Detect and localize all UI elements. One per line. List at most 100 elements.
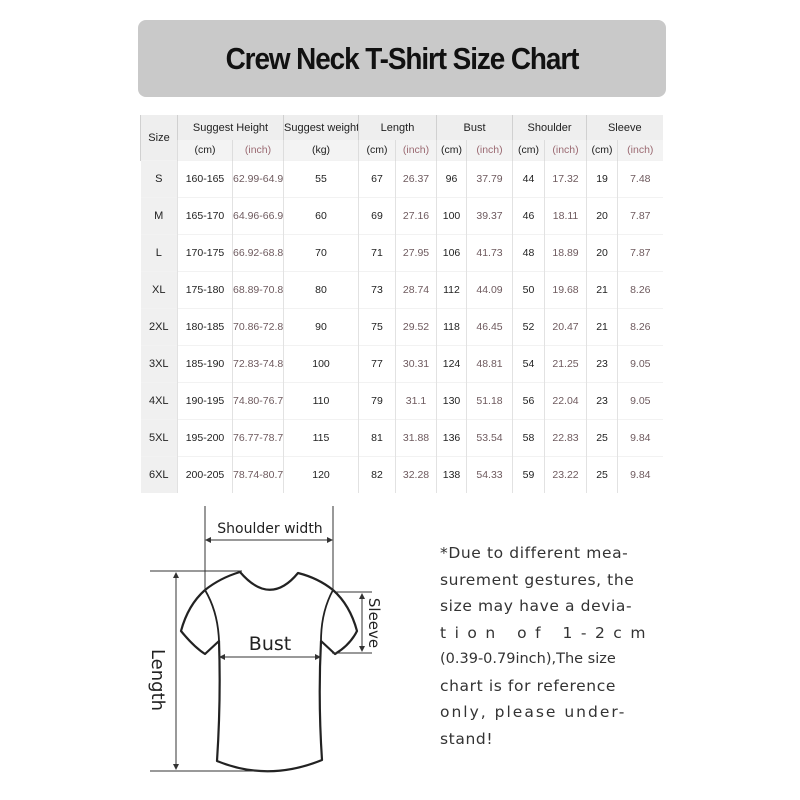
table-cell: 72.83-74.80	[232, 345, 284, 383]
table-cell: 30.31	[395, 345, 437, 383]
header-row-units: (cm) (inch) (kg) (cm) (inch) (cm) (inch) (cm) (i…	[141, 140, 663, 161]
table-cell: 8.26	[617, 308, 663, 346]
table-cell: 54.33	[465, 456, 513, 493]
table-cell: 55	[283, 160, 359, 198]
shoulder-label: Shoulder width	[217, 521, 322, 537]
table-cell: 79	[358, 382, 396, 420]
measure-lines	[150, 506, 372, 772]
table-cell: 180-185	[177, 308, 233, 346]
unit-header: (inch)	[232, 140, 284, 161]
table-cell: 51.18	[465, 382, 513, 420]
table-cell: 138	[436, 456, 467, 493]
table-cell: 25	[586, 419, 618, 457]
table-cell: 90	[283, 308, 359, 346]
table-row: 5XL 195-200 76.77-78.74 115 81 31.88 136 53.54 5…	[140, 419, 663, 457]
table-cell: 27.95	[395, 234, 437, 272]
table-cell: 200-205	[177, 456, 233, 493]
column-header: Bust	[435, 115, 513, 140]
table-cell: 118	[436, 308, 467, 346]
table-cell: 77	[358, 345, 396, 383]
table-cell: 25	[586, 456, 618, 493]
table-cell: 18.89	[544, 234, 587, 272]
table-cell: 115	[283, 419, 359, 457]
table-cell: 112	[436, 271, 467, 309]
table-cell: 62.99-64.96	[232, 160, 284, 198]
table-cell: 31.1	[395, 382, 437, 420]
page-title: Crew Neck T-Shirt Size Chart	[225, 40, 580, 76]
column-header: Suggest Height	[177, 115, 284, 140]
table-cell: 100	[436, 197, 467, 235]
table-row: M 165-170 64.96-66.92 60 69 27.16 100 39.37 46 18…	[140, 197, 663, 235]
table-cell: 46.45	[465, 308, 513, 346]
table-cell: 165-170	[177, 197, 233, 235]
table-row: 2XL 180-185 70.86-72.83 90 75 29.52 118 46.45 52…	[140, 308, 663, 346]
bust-label: Bust	[249, 633, 291, 655]
size-cell: M	[140, 197, 178, 235]
table-cell: 66.92-68.89	[232, 234, 284, 272]
unit-header: (cm)	[512, 140, 545, 161]
table-cell: 76.77-78.74	[232, 419, 284, 457]
table-cell: 70.86-72.83	[232, 308, 284, 346]
size-cell: 2XL	[140, 308, 178, 346]
size-cell: 6XL	[140, 456, 178, 493]
table-cell: 44.09	[465, 271, 513, 309]
size-cell: XL	[140, 271, 178, 309]
table-cell: 68.89-70.86	[232, 271, 284, 309]
unit-header: (inch)	[465, 140, 513, 161]
note-line: size may have a devia-	[440, 597, 633, 615]
table-cell: 18.11	[544, 197, 587, 235]
table-cell: 70	[283, 234, 359, 272]
table-cell: 9.05	[617, 345, 663, 383]
size-cell: 3XL	[140, 345, 178, 383]
table-cell: 175-180	[177, 271, 233, 309]
table-cell: 81	[358, 419, 396, 457]
table-cell: 120	[283, 456, 359, 493]
table-cell: 74.80-76.77	[232, 382, 284, 420]
table-cell: 48.81	[465, 345, 513, 383]
unit-header: (cm)	[177, 140, 233, 161]
table-cell: 23	[586, 345, 618, 383]
table-cell: 71	[358, 234, 396, 272]
sleeve-label: Sleeve	[365, 598, 383, 648]
table-cell: 60	[283, 197, 359, 235]
table-cell: 67	[358, 160, 396, 198]
table-row: XL 175-180 68.89-70.86 80 73 28.74 112 44.09 50 1…	[140, 271, 663, 309]
table-cell: 170-175	[177, 234, 233, 272]
table-cell: 23.22	[544, 456, 587, 493]
table-cell: 48	[512, 234, 545, 272]
table-cell: 28.74	[395, 271, 437, 309]
note-line: tion of 1-2cm	[440, 623, 654, 642]
table-cell: 160-165	[177, 160, 233, 198]
table-cell: 9.84	[617, 419, 663, 457]
table-cell: 195-200	[177, 419, 233, 457]
table-cell: 22.04	[544, 382, 587, 420]
table-cell: 17.32	[544, 160, 587, 198]
table-cell: 23	[586, 382, 618, 420]
table-row: 3XL 185-190 72.83-74.80 100 77 30.31 124 48.81 5…	[140, 345, 663, 383]
table-cell: 110	[283, 382, 359, 420]
table-cell: 27.16	[395, 197, 437, 235]
table-cell: 96	[436, 160, 467, 198]
table-cell: 7.87	[617, 197, 663, 235]
table-cell: 26.37	[395, 160, 437, 198]
table-cell: 78.74-80.70	[232, 456, 284, 493]
table-cell: 21	[586, 271, 618, 309]
table-cell: 54	[512, 345, 545, 383]
table-cell: 44	[512, 160, 545, 198]
table-cell: 100	[283, 345, 359, 383]
size-cell: S	[140, 160, 178, 198]
table-cell: 20.47	[544, 308, 587, 346]
column-header: Shoulder	[512, 115, 587, 140]
table-cell: 69	[358, 197, 396, 235]
size-cell: 5XL	[140, 419, 178, 457]
length-label: Length	[147, 649, 168, 711]
table-cell: 190-195	[177, 382, 233, 420]
table-cell: 82	[358, 456, 396, 493]
table-cell: 29.52	[395, 308, 437, 346]
column-header: Sleeve	[586, 115, 663, 140]
table-row: 6XL 200-205 78.74-80.70 120 82 32.28 138 54.33 5…	[140, 456, 663, 493]
size-cell: 4XL	[140, 382, 178, 420]
note-line: surement gestures, the	[440, 570, 635, 589]
unit-header: (cm)	[436, 140, 467, 161]
